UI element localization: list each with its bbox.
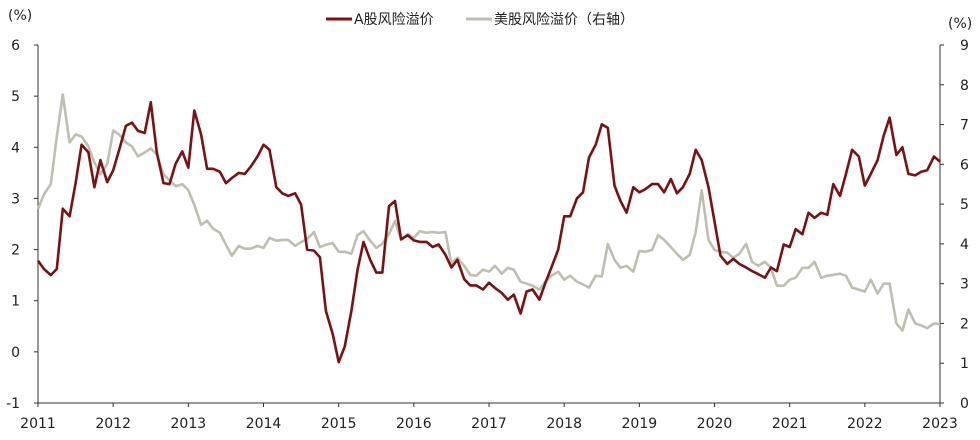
right-y-tick-label: 6: [960, 157, 969, 173]
left-y-tick-label: 3: [11, 191, 20, 207]
right-y-tick-labels: 0 1 2 3 4 5 6 7 8 9: [940, 38, 969, 412]
x-tick-label: 2015: [321, 416, 357, 432]
x-tick-label: 2014: [246, 416, 282, 432]
legend-label-us-share: 美股风险溢价（右轴）: [494, 12, 634, 28]
legend-label-a-share: A股风险溢价: [354, 12, 434, 28]
right-y-tick-label: 2: [960, 316, 969, 332]
right-y-tick-label: 8: [960, 78, 969, 94]
legend: A股风险溢价 美股风险溢价（右轴）: [326, 12, 634, 28]
series-layer: [36, 93, 941, 364]
left-y-tick-label: 6: [11, 38, 20, 54]
left-axis-unit: (%): [8, 8, 32, 24]
right-axis-unit: (%): [948, 16, 972, 32]
x-tick-label: 2017: [471, 416, 507, 432]
series-line-us-share-risk-premium: [36, 93, 941, 332]
x-tick-label: 2020: [697, 416, 733, 432]
series-line-a-share-risk-premium: [36, 101, 941, 364]
left-y-tick-label: 5: [11, 89, 20, 105]
x-tick-label: 2016: [396, 416, 432, 432]
left-y-tick-label: 2: [11, 243, 20, 259]
x-tick-label: 2011: [20, 416, 56, 432]
right-y-tick-label: 3: [960, 277, 969, 293]
x-tick-label: 2018: [546, 416, 582, 432]
x-tick-label: 2022: [847, 416, 883, 432]
right-y-tick-label: 1: [960, 356, 969, 372]
left-y-tick-label: -1: [6, 396, 20, 412]
right-y-tick-label: 0: [960, 396, 969, 412]
left-y-tick-label: 1: [11, 294, 20, 310]
x-tick-labels: 2011 2012 2013 2014 2015 2016 2017 2018 2019 2020…: [20, 403, 958, 432]
x-tick-label: 2019: [622, 416, 658, 432]
x-tick-label: 2021: [772, 416, 808, 432]
x-tick-label: 2012: [95, 416, 131, 432]
x-tick-label: 2013: [171, 416, 207, 432]
right-y-tick-label: 4: [960, 237, 969, 253]
left-y-tick-label: 4: [11, 140, 20, 156]
right-y-tick-label: 7: [960, 118, 969, 134]
x-tick-label: 2023: [922, 416, 958, 432]
right-y-tick-label: 5: [960, 197, 969, 213]
right-y-tick-label: 9: [960, 38, 969, 54]
left-y-tick-label: 0: [11, 345, 20, 361]
left-y-tick-labels: -1 0 1 2 3 4 5 6: [6, 38, 38, 412]
